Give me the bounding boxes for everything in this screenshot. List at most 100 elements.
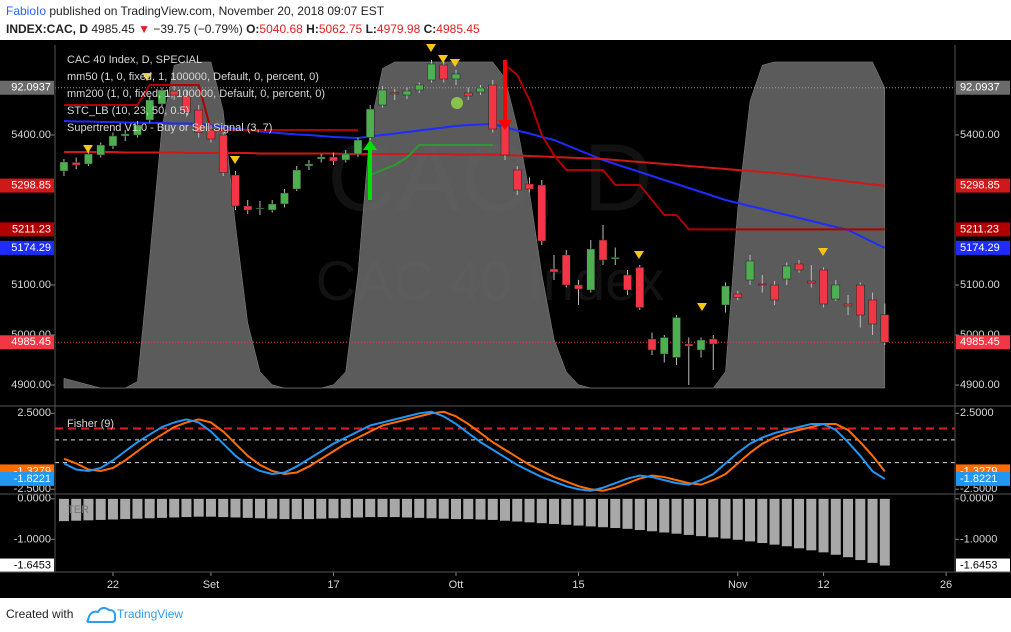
candle-body xyxy=(586,248,596,291)
candle-body xyxy=(255,207,265,210)
pane-title: Fisher (9) xyxy=(67,418,114,430)
y-tick-label: 5400.00 xyxy=(11,129,51,141)
ohlc-value: 5062.75 xyxy=(319,22,363,36)
value-label-bg xyxy=(0,471,54,486)
value-label: -1.6453 xyxy=(14,559,51,571)
candle-body xyxy=(525,183,534,190)
candle-body xyxy=(611,257,620,260)
candle-body xyxy=(169,90,179,96)
logo-cloud xyxy=(86,606,117,623)
value-label: 92.0937 xyxy=(11,82,51,94)
candle-body xyxy=(880,314,890,343)
candle-body xyxy=(709,338,718,345)
x-tick-label: 15 xyxy=(572,579,584,591)
y-tick-label: 0.0000 xyxy=(960,493,994,505)
histogram-bar xyxy=(83,498,94,521)
x-tick-label: 26 xyxy=(940,579,952,591)
histogram-bar xyxy=(781,498,792,547)
histogram-bar xyxy=(708,498,719,538)
histogram-bar xyxy=(659,498,670,533)
legend-entry: mm200 (1, 0, fixed, 1, 100000, Default, … xyxy=(67,88,325,100)
histogram-bar xyxy=(622,498,633,529)
value-label-bg xyxy=(956,335,1010,350)
buy-arrow xyxy=(368,150,372,200)
histogram-bar xyxy=(843,498,854,558)
histogram-bar xyxy=(414,498,425,518)
y-tick-label: 2.5000 xyxy=(17,407,51,419)
y-tick-label: -2.5000 xyxy=(960,483,997,495)
histogram-bar xyxy=(267,498,278,519)
candle-body xyxy=(488,84,497,130)
histogram-bar xyxy=(242,498,253,518)
footer-brand[interactable]: TradingView xyxy=(117,607,183,621)
candle-body xyxy=(157,89,167,105)
value-label-bg xyxy=(0,335,54,350)
stc-area xyxy=(63,61,886,389)
candle-body xyxy=(672,317,681,358)
histogram-bar xyxy=(769,498,780,545)
candle-body xyxy=(868,299,877,325)
candle-body xyxy=(96,144,105,156)
buy-arrow-head xyxy=(363,140,377,150)
histogram-bar xyxy=(647,498,658,532)
y-tick-label: -2.5000 xyxy=(14,483,51,495)
value-label-bg xyxy=(0,222,54,237)
value-label: 5211.23 xyxy=(12,223,51,235)
symbol-line: INDEX:CAC, D 4985.45 ▼ −39.75 (−0.79%) O… xyxy=(6,22,480,36)
candle-body xyxy=(843,303,853,307)
value-label-bg xyxy=(0,80,54,95)
last-price: 4985.45 xyxy=(91,22,135,36)
value-label-bg xyxy=(956,471,1010,486)
candle-body xyxy=(427,63,436,81)
candle-body xyxy=(819,269,828,305)
brand-logo[interactable] xyxy=(86,606,117,623)
histogram-bar xyxy=(156,498,167,518)
histogram-bar xyxy=(855,498,866,561)
value-label: 92.0937 xyxy=(960,82,1000,94)
candle-body xyxy=(280,192,289,205)
signal-triangle xyxy=(230,156,240,164)
histogram-bar xyxy=(279,498,290,520)
y-tick-label: 2.5000 xyxy=(960,407,994,419)
sell-arrow xyxy=(503,60,507,122)
candle-body xyxy=(353,139,363,155)
candle-body xyxy=(758,283,767,286)
candle-body xyxy=(463,92,473,97)
signal-triangle xyxy=(818,248,828,256)
histogram-bar xyxy=(879,498,890,566)
value-label-bg xyxy=(0,240,54,255)
histogram-bar xyxy=(475,498,486,520)
header-line: FabioIo published on TradingView.com, No… xyxy=(6,4,385,18)
histogram-bar xyxy=(573,498,584,526)
histogram-bar xyxy=(438,498,449,519)
signal-triangle xyxy=(634,251,644,259)
value-label-bg xyxy=(956,222,1010,237)
candle-body xyxy=(292,169,301,190)
histogram-bar xyxy=(254,498,265,519)
histogram-bar xyxy=(328,498,339,519)
fisher-line xyxy=(63,410,886,492)
candle-body xyxy=(365,108,375,138)
histogram-bar xyxy=(95,498,106,520)
ma-line xyxy=(63,151,885,187)
candle-body xyxy=(231,174,240,207)
histogram-bar xyxy=(71,498,82,521)
author[interactable]: FabioIo xyxy=(6,4,46,18)
histogram-bar xyxy=(683,498,694,535)
candle-body xyxy=(120,133,130,137)
x-tick-label: Nov xyxy=(728,579,748,591)
histogram-bar xyxy=(193,498,204,517)
candle-body xyxy=(623,274,632,291)
candle-body xyxy=(513,169,522,191)
histogram-bar xyxy=(389,498,400,518)
candle-body xyxy=(243,205,252,211)
histogram-bar xyxy=(316,498,327,519)
histogram-bar xyxy=(169,498,180,518)
candle-body xyxy=(856,284,865,316)
candle-body xyxy=(133,124,142,136)
value-label: -1.8221 xyxy=(14,473,51,485)
candle-body xyxy=(635,267,645,308)
histogram-bar xyxy=(818,498,829,553)
